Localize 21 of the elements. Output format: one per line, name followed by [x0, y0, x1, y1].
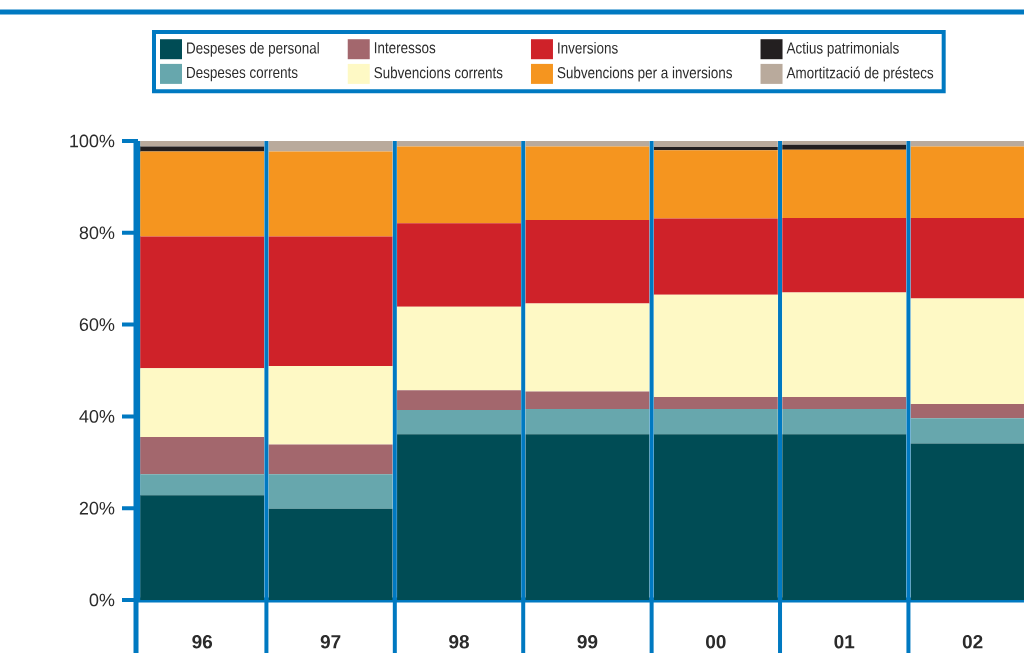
y-tick-label: 80% — [79, 226, 115, 240]
legend-label: Subvencions per a inversions — [557, 66, 733, 82]
x-tick-label: 99 — [577, 635, 598, 649]
y-tick-label: 40% — [79, 410, 115, 423]
legend-label: Despeses de personal — [187, 41, 319, 57]
x-tick-label: 02 — [962, 635, 983, 649]
x-tick-label: 98 — [449, 635, 469, 649]
y-tick-label: 60% — [79, 318, 115, 331]
y-tick-label: 100% — [70, 134, 115, 148]
legend-label: Amortització de préstecs — [786, 66, 934, 82]
x-tick-label: 96 — [192, 635, 213, 649]
x-tick-label: 00 — [706, 635, 726, 649]
x-tick-label: 01 — [834, 635, 855, 649]
legend-label: Inversions — [558, 41, 618, 54]
y-tick-label: 20% — [79, 501, 115, 515]
legend-label: Despeses corrents — [187, 66, 298, 82]
legend-label: Actius patrimonials — [786, 41, 899, 57]
legend-label: Interessos — [374, 42, 436, 54]
legend-label: Subvencions corrents — [374, 66, 503, 79]
y-tick-label: 0% — [89, 593, 115, 607]
x-tick-label: 97 — [320, 635, 341, 649]
